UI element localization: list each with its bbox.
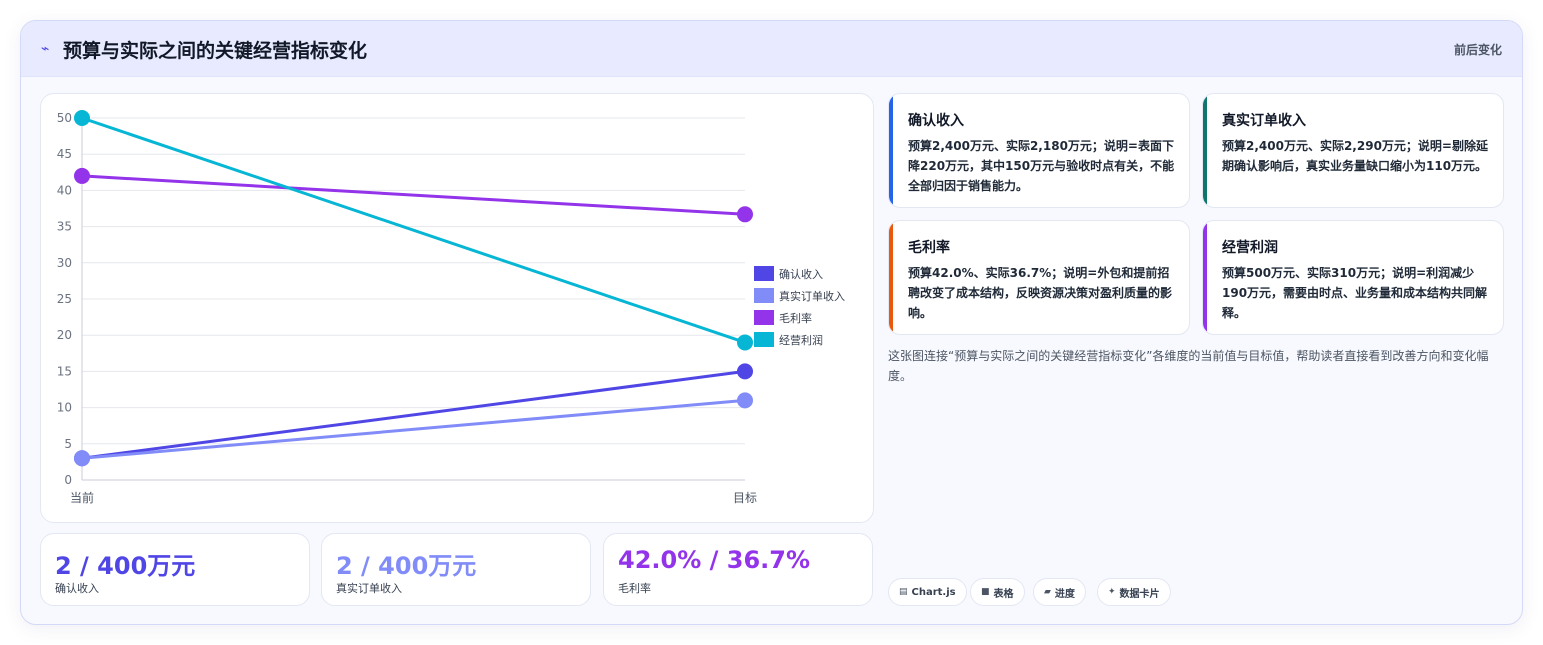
page-title: 预算与实际之间的关键经营指标变化: [63, 40, 368, 62]
legend-label: 确认收入: [779, 267, 823, 281]
legend-label: 毛利率: [779, 311, 812, 325]
info-title: 确认收入: [908, 113, 964, 129]
info-body: 预算2,400万元、实际2,290万元；说明=剔除延期确认影响后，真实业务量缺口…: [1222, 139, 1488, 173]
series-line: [81, 369, 746, 460]
y-tick-label: 15: [57, 364, 72, 378]
legend-swatch: [754, 310, 774, 325]
y-tick-label: 30: [57, 256, 72, 270]
accent-bar: [1203, 221, 1207, 334]
table-icon: ■: [981, 587, 990, 597]
chip-data-card[interactable]: ✦ 数据卡片: [1097, 578, 1171, 606]
y-tick-label: 40: [57, 183, 72, 197]
stat-label: 确认收入: [55, 582, 99, 595]
header-tag: 前后变化: [1453, 43, 1502, 57]
series-line: [81, 174, 746, 216]
x-tick-label: 当前: [70, 490, 94, 505]
legend-swatch: [754, 288, 774, 303]
chip-table[interactable]: ■ 表格: [970, 578, 1025, 606]
info-card-confirmed-revenue: 确认收入 预算2,400万元、实际2,180万元；说明=表面下降220万元，其中…: [888, 93, 1190, 208]
legend-label: 经营利润: [779, 333, 823, 347]
stat-value: 2 / 400万元: [336, 552, 477, 580]
progress-icon: ▰: [1044, 587, 1051, 597]
chip-label: Chart.js: [911, 586, 956, 598]
data-point: [737, 392, 753, 409]
info-body: 预算500万元、实际310万元；说明=利润减少190万元，需要由时点、业务量和成…: [1222, 266, 1488, 320]
sparkline-icon: ⌁: [41, 41, 50, 57]
y-tick-label: 50: [57, 111, 72, 125]
data-point: [74, 167, 90, 184]
y-tick-label: 0: [64, 473, 72, 487]
y-tick-label: 20: [57, 328, 72, 342]
data-point: [74, 110, 90, 126]
legend-swatch: [754, 266, 774, 281]
chip-chartjs[interactable]: ▤ Chart.js: [888, 578, 967, 606]
y-tick-label: 5: [64, 437, 72, 451]
data-point: [737, 206, 753, 223]
chip-label: 表格: [993, 588, 1014, 600]
info-title: 经营利润: [1222, 240, 1278, 256]
info-title: 毛利率: [908, 240, 950, 256]
legend-swatch: [754, 332, 774, 347]
data-point: [737, 334, 753, 351]
x-tick-label: 目标: [733, 491, 757, 505]
sparkle-icon: ✦: [1108, 587, 1116, 597]
chip-label: 进度: [1054, 588, 1075, 600]
line-chart: 0 5 10 15 20 25 30 35 40 45 50 当前 目标 确认收入真实订单收入毛利率经营利…: [57, 110, 845, 505]
stat-card-real-order-revenue: 2 / 400万元 真实订单收入: [321, 533, 591, 606]
y-tick-label: 35: [57, 220, 72, 234]
stat-card-confirmed-revenue: 2 / 400万元 确认收入: [40, 533, 310, 606]
series-line: [81, 116, 746, 344]
accent-bar: [889, 221, 893, 334]
info-title: 真实订单收入: [1222, 113, 1306, 129]
chart-caption: 这张图连接“预算与实际之间的关键经营指标变化”各维度的当前值与目标值，帮助读者直…: [888, 349, 1489, 383]
data-point: [74, 450, 90, 467]
legend-label: 真实订单收入: [779, 289, 845, 303]
series-line: [81, 398, 746, 460]
chart-icon: ▤: [899, 587, 908, 597]
info-card-gross-margin: 毛利率 预算42.0%、实际36.7%；说明=外包和提前招聘改变了成本结构，反映…: [888, 220, 1190, 335]
dashboard-panel: ⌁ 预算与实际之间的关键经营指标变化 前后变化 0 5 10 15 20 25 30 35 40…: [20, 20, 1523, 625]
panel-header: ⌁ 预算与实际之间的关键经营指标变化 前后变化: [21, 21, 1522, 77]
stat-label: 真实订单收入: [336, 582, 402, 595]
info-card-real-order-revenue: 真实订单收入 预算2,400万元、实际2,290万元；说明=剔除延期确认影响后，…: [1202, 93, 1504, 208]
chip-progress[interactable]: ▰ 进度: [1033, 578, 1086, 606]
y-tick-label: 10: [57, 401, 72, 415]
data-point: [737, 363, 753, 380]
stat-label: 毛利率: [618, 582, 651, 595]
info-body: 预算2,400万元、实际2,180万元；说明=表面下降220万元，其中150万元…: [908, 139, 1175, 193]
y-tick-label: 25: [57, 292, 72, 306]
stat-value: 42.0% / 36.7%: [618, 546, 810, 574]
accent-bar: [1203, 94, 1207, 207]
info-body: 预算42.0%、实际36.7%；说明=外包和提前招聘改变了成本结构，反映资源决策…: [908, 266, 1173, 320]
chip-label: 数据卡片: [1119, 588, 1160, 600]
stat-card-gross-margin: 42.0% / 36.7% 毛利率: [603, 533, 873, 606]
line-chart-card: 0 5 10 15 20 25 30 35 40 45 50 当前 目标 确认收入真实订单收入 毛利率经营利…: [40, 93, 874, 523]
stat-value: 2 / 400万元: [55, 552, 196, 580]
info-card-operating-profit: 经营利润 预算500万元、实际310万元；说明=利润减少190万元，需要由时点、…: [1202, 220, 1504, 335]
accent-bar: [889, 94, 893, 207]
y-tick-label: 45: [57, 147, 72, 161]
